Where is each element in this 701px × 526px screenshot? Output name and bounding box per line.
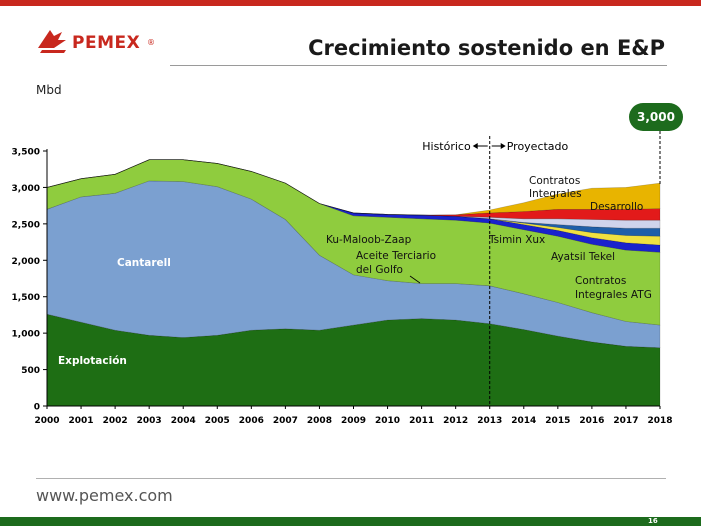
y-tick-label-2: 1,000 xyxy=(12,330,40,340)
x-tick-label-10: 2010 xyxy=(375,416,400,426)
area-series-3 xyxy=(46,159,661,253)
x-tick-label-7: 2007 xyxy=(273,416,298,426)
target-badge: 3,000 xyxy=(629,103,683,131)
x-tick-label-15: 2015 xyxy=(545,416,570,426)
series-label-3: Aceite Terciario xyxy=(356,250,436,262)
x-tick-label-5: 2005 xyxy=(205,416,230,426)
x-tick-label-16: 2016 xyxy=(579,416,604,426)
atg-label-leader xyxy=(409,275,421,284)
projected-label: Proyectado xyxy=(507,140,569,153)
y-tick-label-3: 1,500 xyxy=(12,293,40,303)
area-series-6 xyxy=(46,159,661,229)
x-tick-label-17: 2017 xyxy=(613,416,638,426)
y-tick-label-6: 3,000 xyxy=(12,184,40,194)
y-tick-label-1: 500 xyxy=(21,366,40,376)
x-tick-label-18: 2018 xyxy=(647,416,672,426)
series-label-7: Desarrollo xyxy=(590,201,643,213)
right-arrow-head-icon xyxy=(500,143,506,149)
page-title: Crecimiento sostenido en E&P xyxy=(308,36,665,60)
x-tick-label-3: 2003 xyxy=(137,416,162,426)
title-divider xyxy=(170,65,667,66)
area-series-5 xyxy=(46,159,661,237)
series-label-2: Ku-Maloob-Zaap xyxy=(326,234,412,246)
y-tick-label-0: 0 xyxy=(34,403,40,413)
series-label-1: Cantarell xyxy=(117,257,171,269)
pemex-logo-text: PEMEX xyxy=(72,33,141,53)
x-tick-label-14: 2014 xyxy=(511,416,536,426)
footer-divider xyxy=(36,478,666,479)
series-label-0: Explotación xyxy=(58,355,127,367)
registered-mark: ® xyxy=(147,38,155,47)
x-tick-label-12: 2012 xyxy=(443,416,468,426)
y-tick-label-4: 2,000 xyxy=(12,257,40,267)
y-axis-unit-label: Mbd xyxy=(36,83,62,97)
series-label-9: Ayatsil Tekel xyxy=(551,251,615,263)
x-tick-label-9: 2009 xyxy=(341,416,366,426)
x-tick-label-13: 2013 xyxy=(477,416,502,426)
x-tick-label-8: 2008 xyxy=(307,416,332,426)
area-series-4 xyxy=(46,159,661,246)
series-label-10: Contratos xyxy=(575,275,626,287)
x-tick-label-1: 2001 xyxy=(69,416,94,426)
series-label-8: Tsimin Xux xyxy=(488,234,545,246)
x-tick-label-11: 2011 xyxy=(409,416,434,426)
y-tick-label-7: 3,500 xyxy=(12,148,40,158)
area-series-8 xyxy=(46,159,661,216)
x-tick-label-4: 2004 xyxy=(171,416,196,426)
series-label-6: Integrales xyxy=(529,188,582,200)
bottom-accent-bar xyxy=(0,517,701,526)
area-series-2 xyxy=(46,159,661,326)
area-series-7 xyxy=(46,159,661,221)
y-tick-label-5: 2,500 xyxy=(12,220,40,230)
x-tick-label-0: 2000 xyxy=(34,416,59,426)
left-arrow-head-icon xyxy=(472,143,478,149)
x-tick-label-2: 2002 xyxy=(103,416,128,426)
series-label-5: Contratos xyxy=(529,175,580,187)
series-label-11: Integrales ATG xyxy=(575,289,652,301)
page-number: 16 xyxy=(648,517,658,525)
top-accent-bar xyxy=(0,0,701,6)
x-tick-label-6: 2006 xyxy=(239,416,264,426)
historical-label: Histórico xyxy=(422,140,471,153)
series-label-4: del Golfo xyxy=(356,264,403,276)
footer-url: www.pemex.com xyxy=(36,486,173,505)
pemex-eagle-logo-icon xyxy=(38,30,66,53)
